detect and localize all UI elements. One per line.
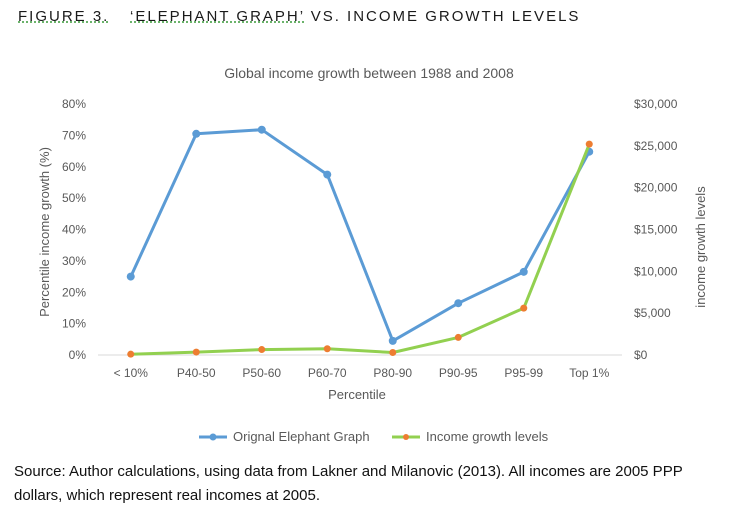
x-tick-label: P60-70 bbox=[308, 366, 347, 380]
series-2-point bbox=[127, 350, 135, 358]
y-left-tick-label: 70% bbox=[62, 128, 86, 142]
y-left-tick-label: 20% bbox=[62, 285, 86, 299]
y-axis-left-label: Percentile income growth (%) bbox=[37, 147, 52, 317]
x-tick-label: P80-90 bbox=[373, 366, 412, 380]
source-note: Source: Author calculations, using data … bbox=[14, 463, 683, 504]
figure-title-quoted: ‘ELEPHANT GRAPH’ bbox=[130, 8, 305, 25]
x-tick-label: P95-99 bbox=[504, 366, 543, 380]
y-right-tick-label: $15,000 bbox=[634, 223, 678, 237]
series-line-2 bbox=[130, 143, 591, 356]
figure-number: FIGURE 3. bbox=[18, 8, 110, 25]
y-left-tick-label: 60% bbox=[62, 160, 86, 174]
y-right-tick-label: $30,000 bbox=[634, 97, 678, 111]
left-axis-ticks: 0% 10% 20% 30% 40% 50% 60% 70% 80% bbox=[62, 97, 86, 362]
chart: Global income growth between 1988 and 20… bbox=[37, 65, 708, 444]
x-tick-label: P40-50 bbox=[177, 366, 216, 380]
figure-header: FIGURE 3. ‘ELEPHANT GRAPH’ VS. INCOME GRO… bbox=[18, 8, 580, 25]
legend-marker-elephant bbox=[209, 433, 217, 441]
series-1-point bbox=[257, 125, 266, 134]
legend-marker-income bbox=[403, 434, 409, 440]
chart-title: Global income growth between 1988 and 20… bbox=[224, 65, 514, 81]
y-axis-right-label: income growth levels bbox=[693, 186, 708, 308]
y-right-tick-label: $20,000 bbox=[634, 181, 678, 195]
y-right-tick-label: $25,000 bbox=[634, 139, 678, 153]
series-2-point bbox=[520, 304, 528, 312]
y-left-tick-label: 0% bbox=[69, 348, 87, 362]
series-1-point bbox=[454, 299, 463, 308]
series-line-1 bbox=[129, 128, 591, 343]
x-tick-label: < 10% bbox=[114, 366, 149, 380]
y-left-tick-label: 30% bbox=[62, 254, 86, 268]
legend-label-income: Income growth levels bbox=[426, 429, 549, 444]
series-1-point bbox=[323, 170, 332, 179]
y-left-tick-label: 10% bbox=[62, 317, 86, 331]
legend: Orignal Elephant Graph Income growth lev… bbox=[199, 429, 549, 444]
x-tick-label: P50-60 bbox=[242, 366, 281, 380]
series-1-point bbox=[192, 129, 201, 138]
y-right-tick-label: $10,000 bbox=[634, 264, 678, 278]
series-2-point bbox=[192, 348, 200, 356]
x-axis-label: Percentile bbox=[328, 387, 386, 402]
right-axis-ticks: $0 $5,000 $10,000 $15,000 $20,000 $25,000 $30,… bbox=[634, 97, 678, 362]
y-left-tick-label: 80% bbox=[62, 97, 86, 111]
figure-title-rest: VS. INCOME GROWTH LEVELS bbox=[304, 8, 581, 25]
x-tick-label: P90-95 bbox=[439, 366, 478, 380]
y-left-tick-label: 50% bbox=[62, 191, 86, 205]
series-1-point bbox=[388, 336, 397, 345]
legend-label-elephant: Orignal Elephant Graph bbox=[233, 429, 370, 444]
figure-title: ‘ELEPHANT GRAPH’ VS. INCOME GROWTH LEVEL… bbox=[130, 8, 580, 25]
y-right-tick-label: $0 bbox=[634, 348, 648, 362]
x-tick-label: Top 1% bbox=[569, 366, 609, 380]
series-2-point bbox=[585, 140, 593, 148]
y-left-tick-label: 40% bbox=[62, 223, 86, 237]
series-2-point bbox=[389, 348, 397, 356]
series-2-point bbox=[454, 333, 462, 341]
x-axis-ticks: < 10% P40-50 P50-60 P60-70 P80-90 P90-95 P95-9… bbox=[114, 366, 610, 380]
series-layer bbox=[126, 125, 594, 358]
series-1-point bbox=[519, 267, 528, 276]
series-2-point bbox=[258, 346, 266, 354]
y-right-tick-label: $5,000 bbox=[634, 306, 671, 320]
series-1-point bbox=[126, 272, 135, 281]
series-2-point bbox=[323, 345, 331, 353]
